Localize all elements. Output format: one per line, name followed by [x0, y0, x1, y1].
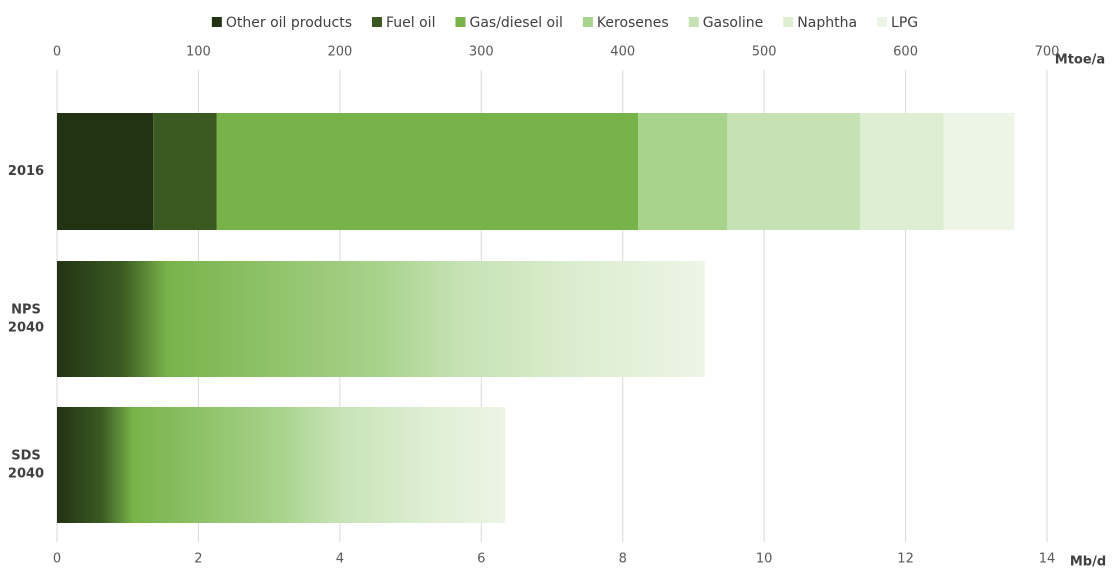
- legend-item: Gas/diesel oil: [455, 15, 563, 31]
- legend-swatch: [372, 17, 383, 27]
- legend-label: Naphtha: [797, 15, 857, 31]
- legend-label: LPG: [891, 15, 918, 31]
- x-axis-title: Mtoe/a: [1055, 53, 1105, 68]
- x2-tick-label: 6: [477, 552, 485, 567]
- x-tick-label: 100: [186, 45, 211, 60]
- legend-label: Gas/diesel oil: [469, 15, 562, 31]
- x2-tick-label: 4: [336, 552, 344, 567]
- y-tick-label: 2040: [8, 321, 44, 336]
- legend-label: Gasoline: [703, 15, 764, 31]
- bar-segment: [860, 113, 944, 230]
- x-tick-label: 200: [327, 45, 352, 60]
- bar: [57, 261, 705, 377]
- legend-item: Gasoline: [688, 15, 764, 31]
- x2-tick-label: 8: [619, 552, 627, 567]
- legend-label: Kerosenes: [597, 15, 669, 31]
- legend-swatch: [582, 17, 593, 27]
- y-tick-label: NPS: [11, 303, 41, 318]
- legend-swatch: [688, 17, 699, 27]
- bar-segment: [153, 113, 217, 230]
- y-tick-label: 2016: [8, 164, 44, 179]
- x-tick-label: 500: [752, 45, 777, 60]
- bar-segment: [216, 113, 639, 230]
- legend-item: Kerosenes: [582, 15, 669, 31]
- x-tick-label: 0: [53, 45, 61, 60]
- legend-item: LPG: [877, 15, 918, 31]
- bar-segment: [943, 113, 1015, 230]
- bar-segment: [638, 113, 728, 230]
- x2-tick-label: 10: [756, 552, 773, 567]
- legend-swatch: [211, 17, 222, 27]
- legend-swatch: [783, 17, 794, 27]
- y-tick-label: 2040: [8, 467, 44, 482]
- x2-axis-title: Mb/d: [1070, 555, 1106, 569]
- x2-tick-label: 12: [897, 552, 914, 567]
- x-tick-label: 300: [469, 45, 494, 60]
- x2-tick-label: 14: [1039, 552, 1056, 567]
- y-tick-label: SDS: [11, 449, 41, 464]
- bar-segment: [727, 113, 861, 230]
- legend-item: Other oil products: [211, 15, 352, 31]
- legend-item: Naphtha: [783, 15, 857, 31]
- legend-label: Fuel oil: [386, 15, 435, 31]
- bar: [57, 407, 506, 523]
- legend-swatch: [455, 17, 466, 27]
- x-tick-label: 600: [893, 45, 918, 60]
- x2-tick-label: 0: [53, 552, 61, 567]
- x2-tick-label: 2: [194, 552, 202, 567]
- legend-swatch: [877, 17, 888, 27]
- legend-item: Fuel oil: [372, 15, 435, 31]
- x-tick-label: 400: [610, 45, 635, 60]
- x-tick-label: 700: [1035, 45, 1060, 60]
- bar-segment: [57, 113, 154, 230]
- legend-label: Other oil products: [226, 15, 352, 31]
